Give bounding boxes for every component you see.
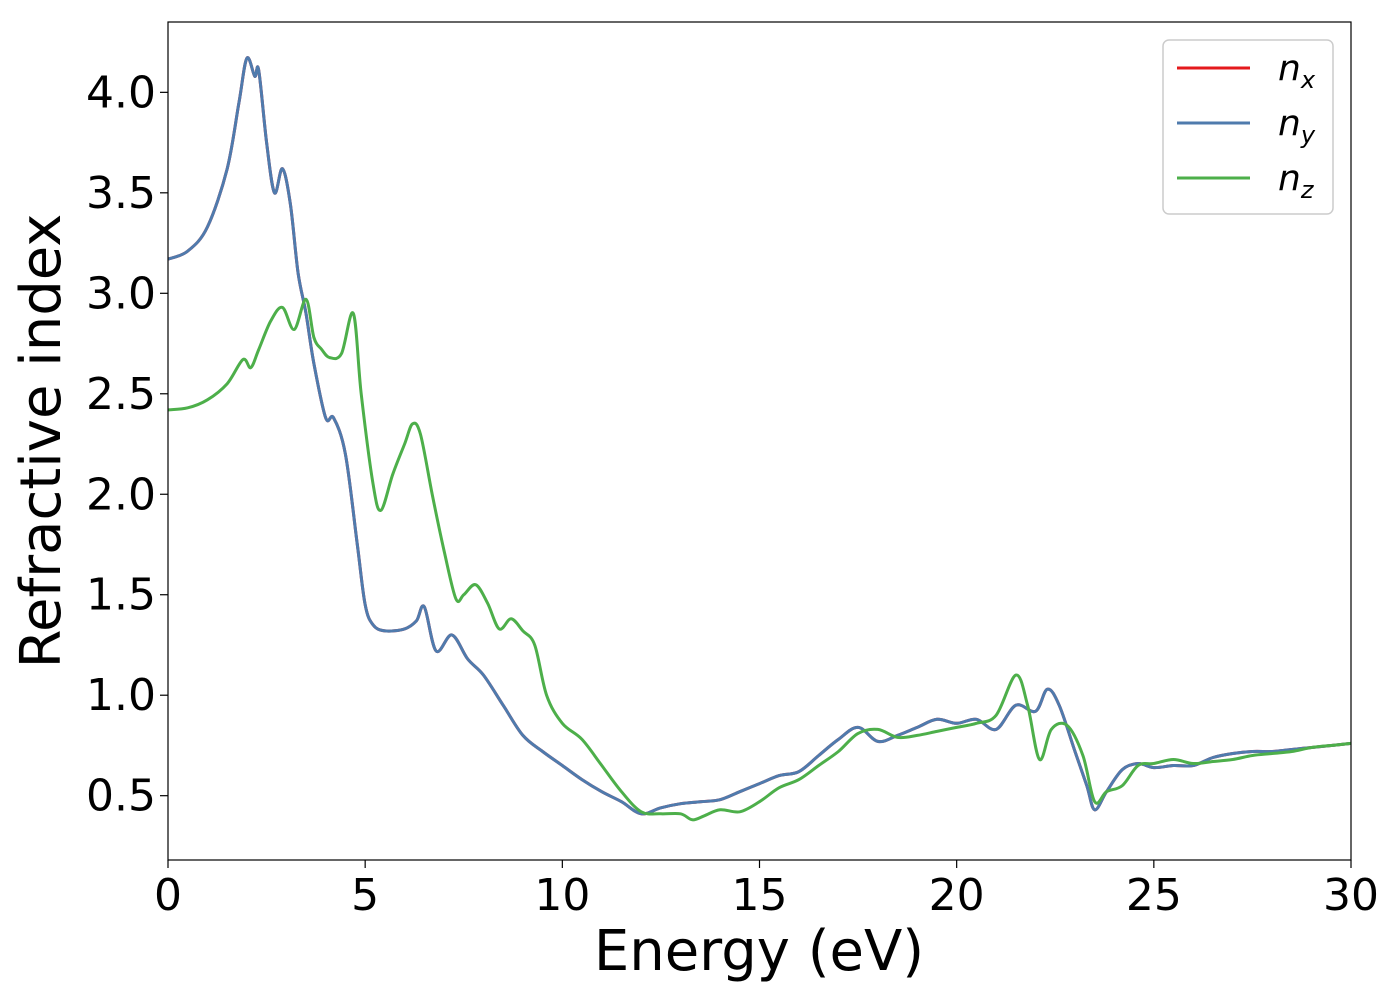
y-tick-label: 2.5 <box>86 369 156 420</box>
x-tick-label: 10 <box>534 870 590 921</box>
series-line-nz <box>167 297 1352 822</box>
y-tick-label: 4.0 <box>86 67 156 118</box>
y-tick-label: 1.5 <box>86 570 156 621</box>
x-tick-label: 0 <box>154 870 182 921</box>
y-tick-label: 2.0 <box>86 469 156 520</box>
y-tick-label: 3.5 <box>86 168 156 219</box>
x-tick-label: 15 <box>732 870 788 921</box>
x-tick-label: 30 <box>1323 870 1379 921</box>
y-tick-label: 1.0 <box>86 670 156 721</box>
x-axis: 0 5 10 15 20 25 30 <box>154 860 1379 921</box>
series-line-ny <box>167 56 1352 816</box>
y-tick-label: 0.5 <box>86 771 156 822</box>
x-axis-label: Energy (eV) <box>594 919 924 984</box>
legend-label-ny: ny <box>1278 103 1316 149</box>
legend-box <box>1162 39 1334 215</box>
x-tick-label: 5 <box>351 870 379 921</box>
plot-area <box>168 22 1351 860</box>
legend-label-nz: nz <box>1278 158 1315 204</box>
x-tick-label: 20 <box>929 870 985 921</box>
legend-label-nx: nx <box>1278 48 1316 94</box>
y-axis-label: Refractive index <box>9 214 74 669</box>
y-axis: 0.5 1.0 1.5 2.0 2.5 3.0 3.5 4.0 <box>86 67 168 822</box>
x-tick-label: 25 <box>1126 870 1182 921</box>
y-tick-label: 3.0 <box>86 268 156 319</box>
legend: nx ny nz <box>1162 39 1334 215</box>
series-layer <box>167 56 1352 822</box>
